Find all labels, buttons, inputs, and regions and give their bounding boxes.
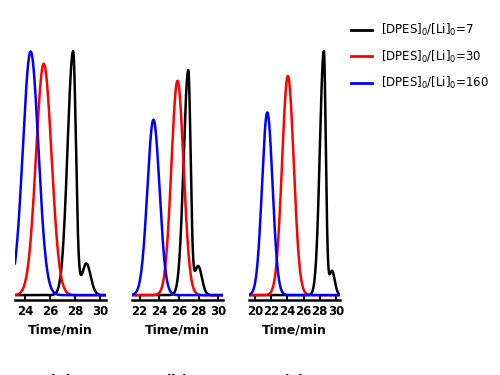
X-axis label: Time/min: Time/min xyxy=(145,323,210,336)
X-axis label: Time/min: Time/min xyxy=(262,323,327,336)
Text: (b): (b) xyxy=(165,374,190,375)
Legend: [DPES]$_0$/[Li]$_0$=7, [DPES]$_0$/[Li]$_0$=30, [DPES]$_0$/[Li]$_0$=160: [DPES]$_0$/[Li]$_0$=7, [DPES]$_0$/[Li]$_… xyxy=(346,17,494,96)
Text: (c): (c) xyxy=(283,374,306,375)
X-axis label: Time/min: Time/min xyxy=(28,323,93,336)
Text: (a): (a) xyxy=(48,374,72,375)
